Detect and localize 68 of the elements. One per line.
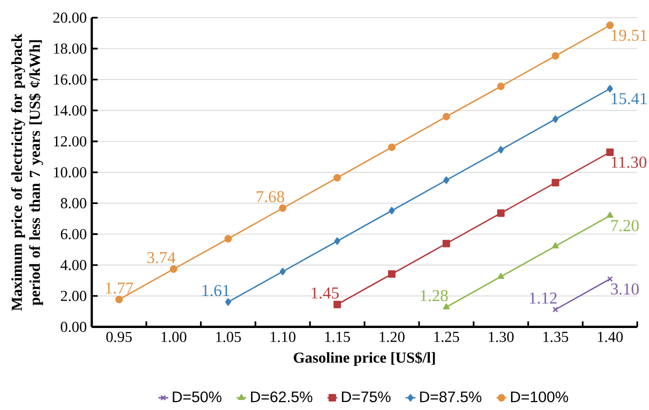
point	[497, 210, 505, 218]
y-tick-label: 6.00	[60, 229, 86, 240]
data-label: 7.20	[611, 220, 639, 232]
x-tick-label: 1.00	[162, 332, 186, 342]
data-label: 3.74	[147, 252, 176, 264]
x-tick-label: 1.40	[598, 332, 623, 342]
data-label: 1.61	[202, 285, 230, 296]
point	[606, 85, 613, 93]
legend-label: D=87.5%	[420, 392, 482, 402]
legend-label: D=62.5%	[251, 392, 312, 402]
point	[498, 273, 504, 280]
x-tick-label: 1.15	[325, 332, 350, 342]
point	[225, 298, 232, 306]
data-label: 11.30	[612, 156, 646, 168]
point	[442, 113, 450, 121]
point	[224, 235, 232, 243]
y-tick-label: 16.00	[54, 74, 86, 85]
point	[170, 265, 178, 273]
point	[334, 238, 340, 245]
x-tick-label: 1.20	[380, 332, 405, 342]
data-label: 1.28	[420, 290, 448, 302]
data-label: 15.41	[612, 93, 647, 104]
y-tick-label: 14.00	[54, 105, 86, 116]
point	[498, 146, 504, 154]
data-label: 7.68	[256, 191, 284, 203]
data-label: 19.51	[612, 30, 647, 42]
x-tick-label: 1.05	[216, 332, 241, 342]
x-tick-label: 1.25	[434, 332, 460, 342]
point	[278, 204, 286, 212]
point	[280, 268, 286, 276]
x-axis-title: Gasoline price [US$/l]	[294, 352, 435, 366]
point	[552, 179, 560, 187]
y-tick-label: 4.00	[60, 260, 86, 270]
x-tick-label: 1.35	[543, 332, 568, 342]
point	[552, 116, 558, 124]
point	[388, 270, 396, 278]
legend-label: D=100%	[511, 392, 568, 402]
point	[388, 144, 396, 152]
point	[552, 52, 560, 60]
point	[606, 22, 614, 30]
point	[333, 300, 341, 308]
point	[333, 174, 341, 182]
data-label: 3.10	[611, 284, 639, 295]
y-tick-label: 12.00	[54, 136, 86, 147]
y-tick-label: 10.00	[54, 167, 86, 178]
point	[443, 304, 450, 310]
point	[552, 242, 559, 249]
y-tick-label: 20.00	[53, 12, 86, 24]
x-tick-label: 1.10	[270, 332, 296, 342]
point	[497, 82, 505, 90]
y-tick-label: 18.00	[54, 44, 86, 54]
point	[442, 240, 450, 248]
y-tick-label: 8.00	[60, 198, 86, 209]
point	[606, 212, 614, 218]
point	[443, 176, 450, 184]
data-label: 1.45	[312, 288, 339, 299]
y-tick-label: 2.00	[60, 290, 86, 302]
point	[606, 148, 614, 156]
data-label: 1.12	[530, 292, 557, 304]
data-label: 1.77	[106, 282, 134, 294]
legend-label: D=75%	[342, 392, 391, 402]
point	[115, 296, 123, 304]
y-axis-title: Maximum price of electricity for payback period of less than 7 years [US$ ¢/kWh]	[11, 34, 44, 311]
x-tick-label: 1.30	[488, 332, 514, 342]
legend-label: D=50%	[172, 392, 222, 402]
y-tick-label: 0.00	[60, 322, 86, 332]
x-tick-label: 0.95	[106, 332, 132, 342]
point	[388, 207, 395, 215]
